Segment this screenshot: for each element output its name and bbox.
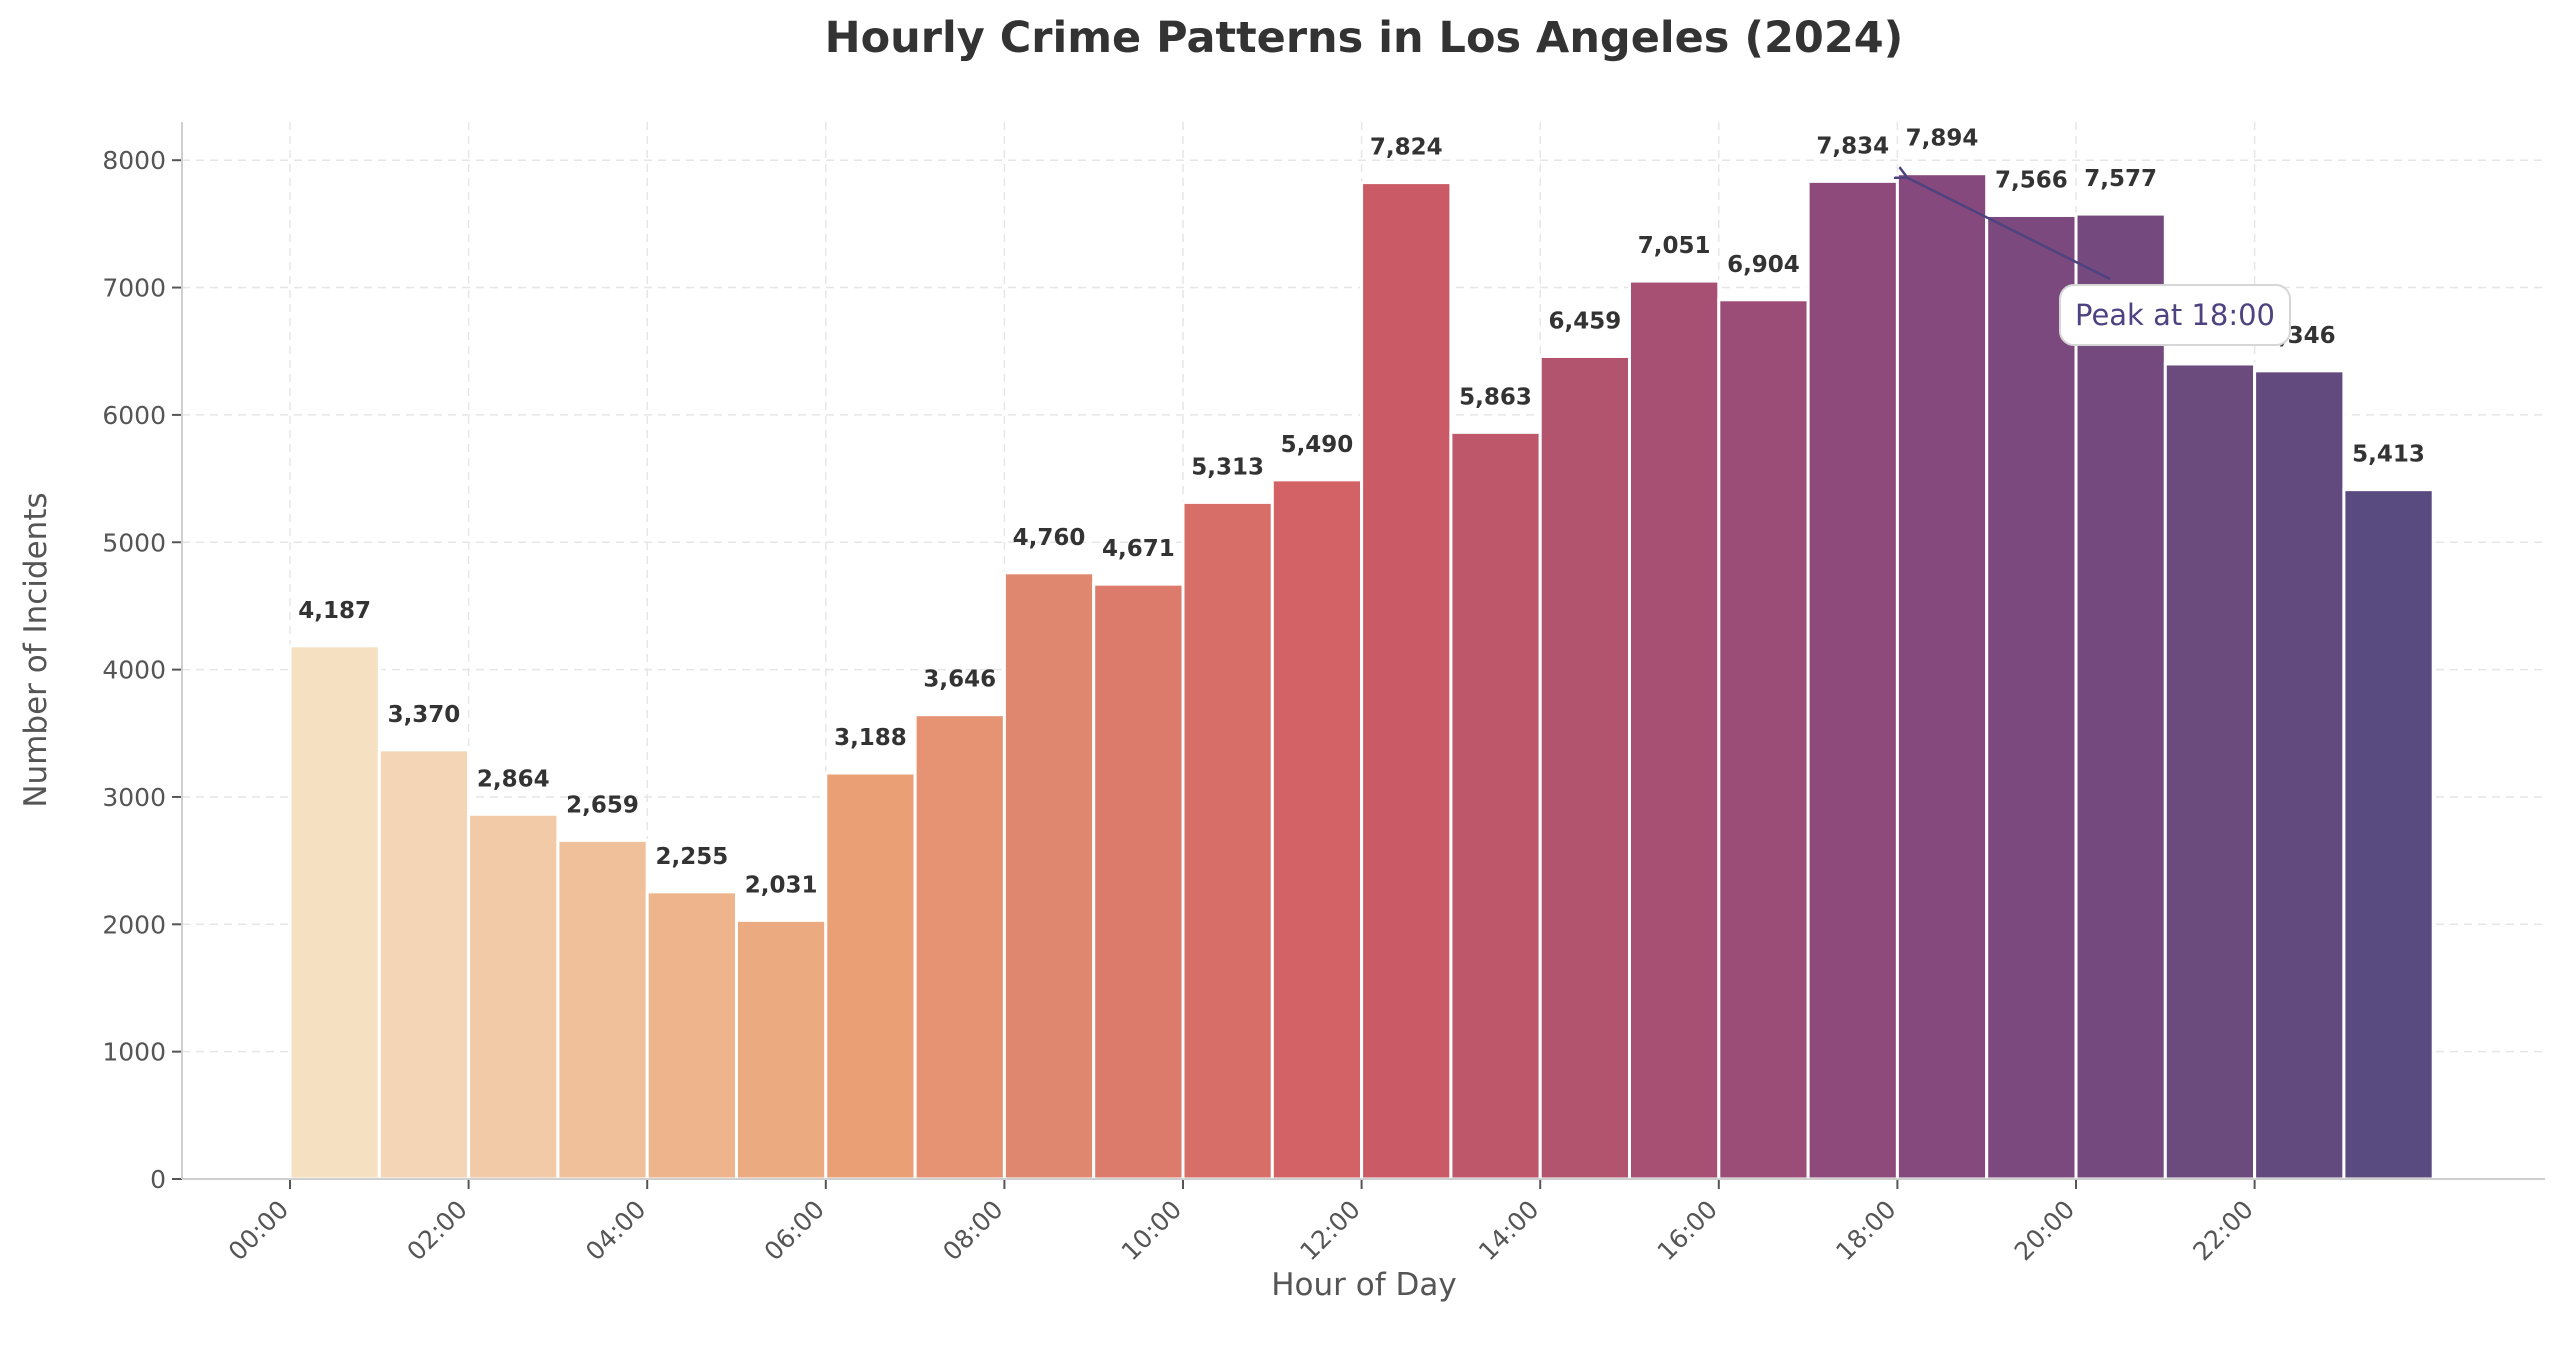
bar-05:00 xyxy=(735,918,828,1181)
x-tick-label: 22:00 xyxy=(2187,1195,2258,1266)
bar-value-label: 5,413 xyxy=(2352,442,2425,468)
bar-value-label: 2,864 xyxy=(477,766,550,792)
y-tick-label: 5000 xyxy=(102,528,166,557)
bar-value-label: 3,646 xyxy=(923,667,996,693)
bar-value-label: 7,577 xyxy=(2084,166,2157,192)
bar-01:00 xyxy=(377,748,471,1181)
bar-21:00 xyxy=(2163,362,2257,1181)
x-tick-label: 14:00 xyxy=(1473,1195,1544,1266)
bar-value-label: 2,031 xyxy=(745,872,818,898)
y-tick-label: 0 xyxy=(150,1165,166,1194)
bar-15:00 xyxy=(1628,279,1721,1181)
annotation-arrow xyxy=(1907,178,2111,281)
bar-value-label: 5,490 xyxy=(1281,432,1354,458)
y-tick-label: 4000 xyxy=(102,656,166,685)
bar-14:00 xyxy=(1538,354,1631,1181)
bar-value-label: 3,370 xyxy=(388,702,461,728)
x-tick-label: 04:00 xyxy=(580,1195,651,1266)
bar-20:00 xyxy=(2074,212,2167,1181)
y-tick-label: 3000 xyxy=(102,783,166,812)
bar-labels-layer: 4,187 3,370 2,864 2,659 2,255 2,031 3,188 3,646… xyxy=(298,126,2425,899)
x-tick-label: 20:00 xyxy=(2009,1195,2080,1266)
bar-11:00 xyxy=(1270,478,1364,1181)
annotation-layer: Peak at 18:00 xyxy=(1907,178,2291,346)
bar-00:00 xyxy=(288,644,381,1181)
x-tick-label: 12:00 xyxy=(1294,1195,1365,1266)
annotation-text: Peak at 18:00 xyxy=(2075,298,2275,332)
x-tick-label: 16:00 xyxy=(1652,1195,1723,1266)
x-tick-label: 00:00 xyxy=(223,1195,294,1266)
bar-value-label: 7,051 xyxy=(1638,233,1711,259)
x-axis-label: Hour of Day xyxy=(1271,1267,1456,1303)
x-tick-label: 06:00 xyxy=(759,1195,830,1266)
bars-layer xyxy=(288,172,2435,1181)
bar-value-label: 2,659 xyxy=(566,792,639,818)
y-tick-label: 8000 xyxy=(102,146,166,175)
bar-value-label: 5,313 xyxy=(1191,454,1264,480)
y-tick-label: 1000 xyxy=(102,1038,166,1067)
x-tick-label: 10:00 xyxy=(1116,1195,1187,1266)
bar-13:00 xyxy=(1449,430,1542,1181)
bar-09:00 xyxy=(1092,582,1185,1181)
bar-value-label: 7,894 xyxy=(1906,126,1979,152)
chart-title: Hourly Crime Patterns in Los Angeles (20… xyxy=(825,13,1904,63)
bar-value-label: 7,566 xyxy=(1995,167,2068,193)
x-tick-label: 08:00 xyxy=(937,1195,1008,1266)
bar-08:00 xyxy=(1002,571,1096,1181)
bar-value-label: 4,671 xyxy=(1102,536,1175,562)
bar-17:00 xyxy=(1806,179,1899,1181)
bar-value-label: 5,863 xyxy=(1459,384,1532,410)
bar-22:00 xyxy=(2253,369,2346,1181)
bar-value-label: 4,760 xyxy=(1013,525,1086,551)
bar-12:00 xyxy=(1360,181,1453,1181)
bar-value-label: 4,187 xyxy=(298,598,371,624)
bar-02:00 xyxy=(467,812,560,1181)
x-tick-label: 18:00 xyxy=(1830,1195,1901,1266)
bar-value-label: 6,459 xyxy=(1548,308,1621,334)
bar-07:00 xyxy=(913,713,1006,1181)
y-tick-label: 7000 xyxy=(102,274,166,303)
y-tick-label: 2000 xyxy=(102,910,166,939)
y-tick-label: 6000 xyxy=(102,401,166,430)
bar-03:00 xyxy=(556,838,649,1181)
bar-19:00 xyxy=(1985,213,2078,1181)
bar-16:00 xyxy=(1717,298,1810,1181)
bar-04:00 xyxy=(645,890,739,1181)
bar-value-label: 7,834 xyxy=(1816,133,1889,159)
bar-18:00 xyxy=(1895,172,1989,1181)
bar-10:00 xyxy=(1181,500,1274,1181)
annotation-box xyxy=(2059,284,2291,346)
x-tick-label: 02:00 xyxy=(401,1195,472,1266)
bar-value-label: 2,255 xyxy=(655,844,728,870)
bar-value-label: 7,824 xyxy=(1370,135,1443,161)
bar-23:00 xyxy=(2342,488,2435,1181)
bar-value-label: 3,188 xyxy=(834,725,907,751)
bar-06:00 xyxy=(824,771,917,1181)
bar-value-label: 6,904 xyxy=(1727,252,1800,278)
y-axis-label: Number of Incidents xyxy=(18,492,54,807)
